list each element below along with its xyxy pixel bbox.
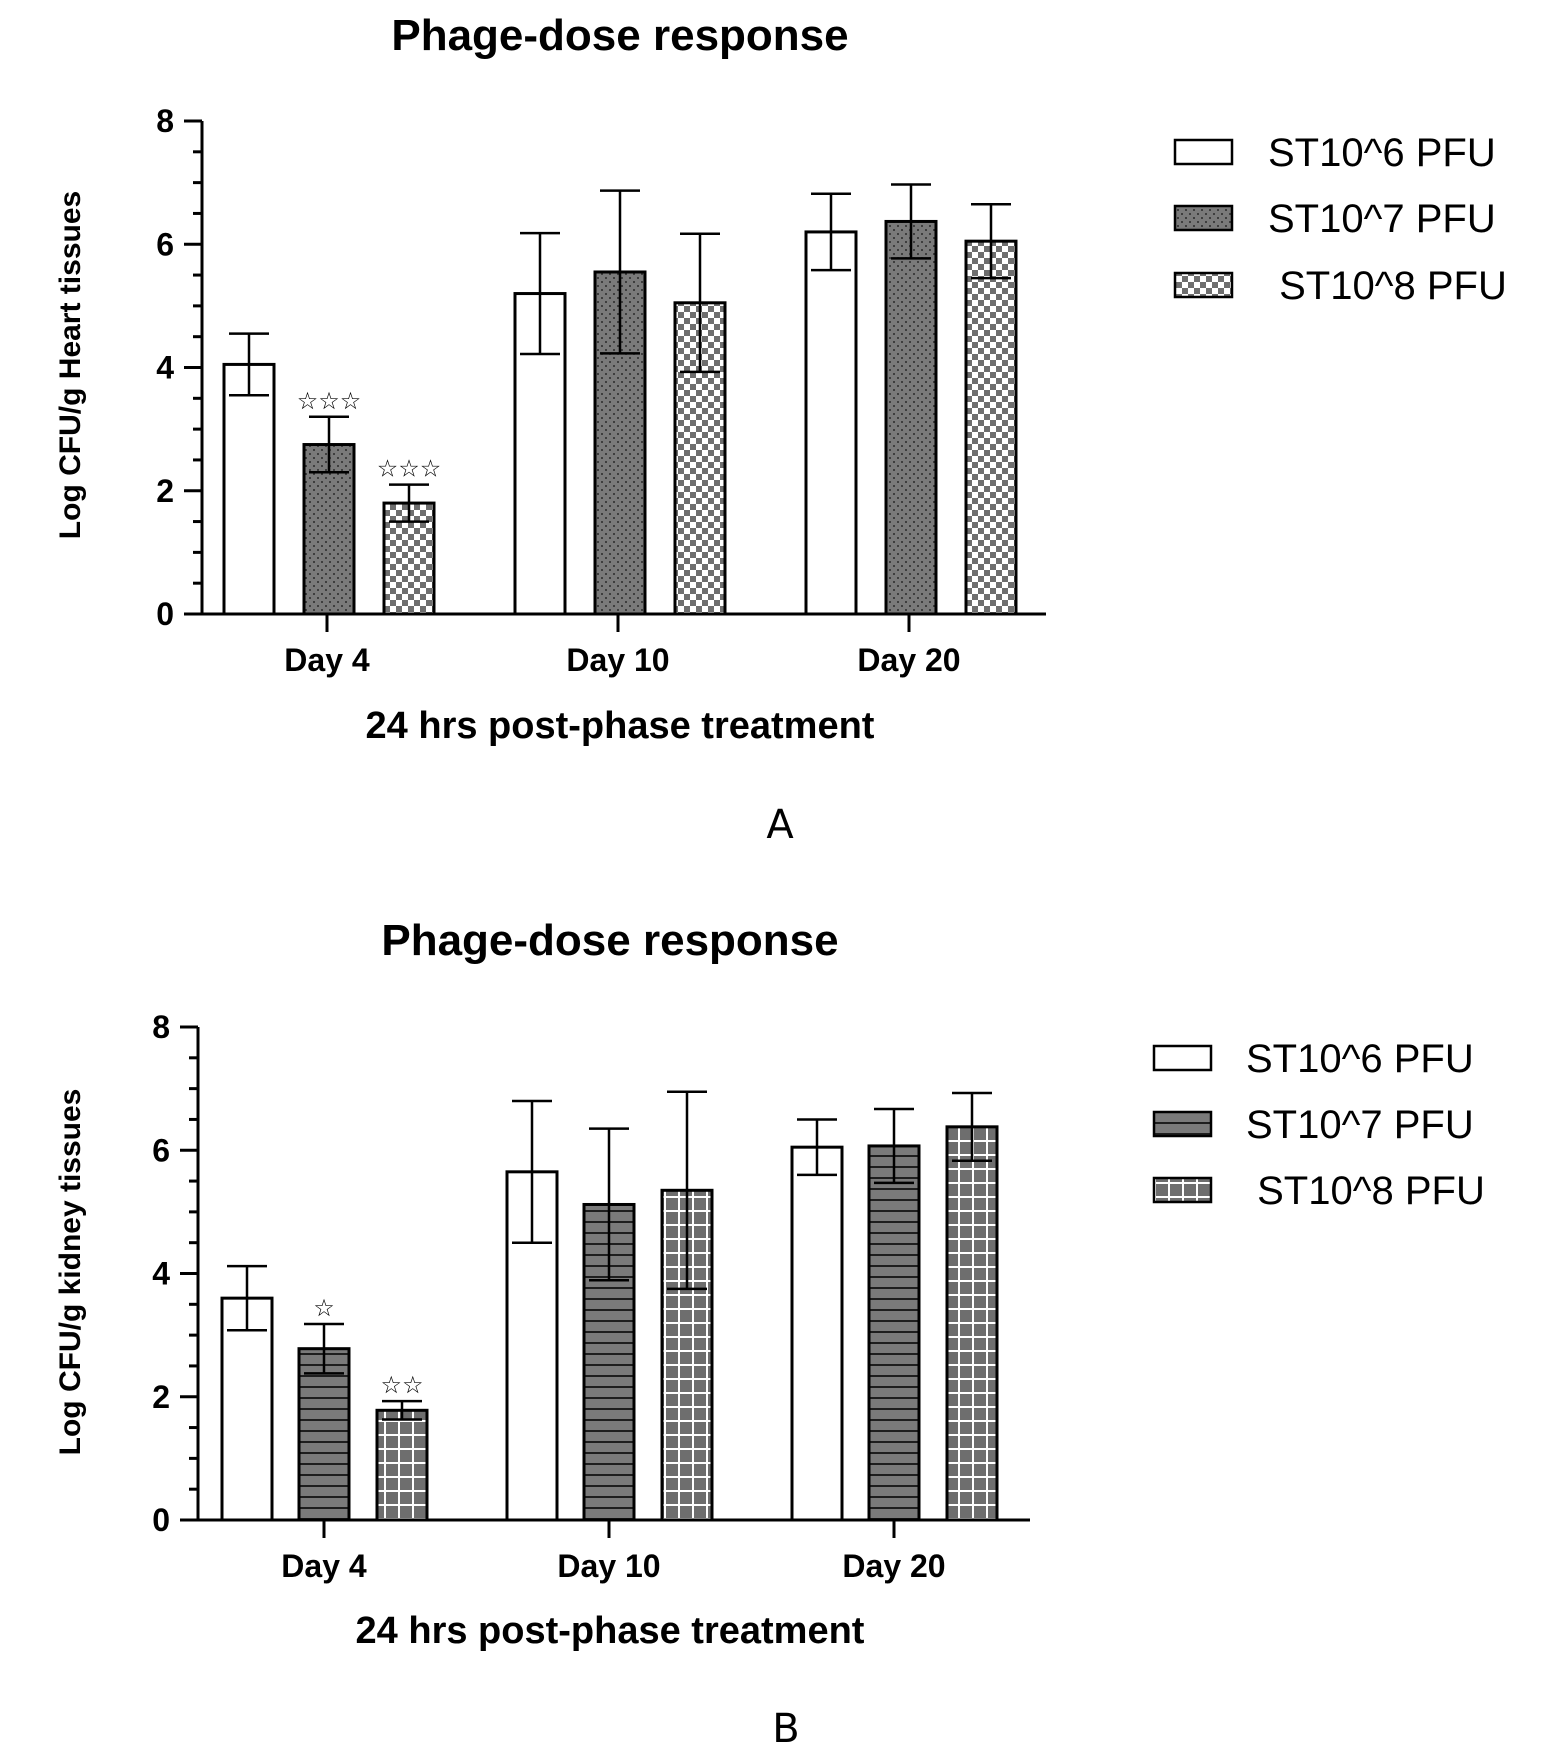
legend-swatch	[1173, 204, 1234, 232]
significance-marker: ☆☆	[380, 1371, 423, 1399]
x-axis-label: 24 hrs post-phase treatment	[356, 1610, 865, 1652]
x-tick-label: Day 10	[566, 642, 669, 678]
legend-label: ST10^7 PFU	[1268, 197, 1496, 241]
y-tick-label: 0	[152, 1502, 170, 1538]
x-tick-label: Day 20	[842, 1548, 945, 1584]
plot-area: ☆☆☆ ☆☆☆ 0 2 4 6 8 Day 4 Day 10 Day 20	[156, 103, 1046, 678]
legend: ST10^6 PFU ST10^7 PFU ST10^8 PFU	[1173, 131, 1507, 308]
legend-label: ST10^7 PFU	[1246, 1103, 1474, 1147]
panel-a: Phage-dose response Log CFU/g Heart tiss…	[54, 11, 1507, 848]
legend-label: ST10^6 PFU	[1246, 1037, 1474, 1081]
panel-label: A	[766, 802, 794, 848]
legend-swatch	[1173, 138, 1234, 166]
x-tick-label: Day 4	[284, 642, 370, 678]
panel-b: Phage-dose response Log CFU/g kidney tis…	[54, 916, 1485, 1746]
legend-swatch	[1173, 271, 1234, 299]
legend-swatch	[1152, 1110, 1213, 1138]
significance-marker: ☆	[313, 1294, 335, 1322]
legend-label: ST10^6 PFU	[1268, 131, 1496, 175]
legend-label: ST10^8 PFU	[1246, 1169, 1485, 1213]
y-tick-label: 8	[156, 103, 174, 139]
y-tick-label: 2	[156, 473, 174, 509]
y-tick-label: 8	[152, 1009, 170, 1045]
y-axis-label: Log CFU/g Heart tissues	[54, 191, 87, 539]
bar	[964, 239, 1018, 616]
bar	[867, 1144, 921, 1522]
y-tick-label: 0	[156, 596, 174, 632]
legend: ST10^6 PFU ST10^7 PFU ST10^8 PFU	[1152, 1037, 1485, 1213]
y-tick-label: 6	[156, 226, 174, 262]
y-tick-label: 2	[152, 1379, 170, 1415]
legend-swatch	[1152, 1044, 1213, 1072]
y-tick-label: 4	[152, 1256, 170, 1292]
panel-label: B	[772, 1706, 799, 1746]
legend-label: ST10^8 PFU	[1268, 264, 1507, 308]
significance-marker: ☆☆☆	[377, 455, 442, 483]
bar	[790, 1145, 844, 1522]
legend-swatch	[1152, 1176, 1213, 1204]
chart-title: Phage-dose response	[391, 11, 848, 60]
bar	[375, 1408, 429, 1522]
bar	[884, 219, 938, 616]
x-axis-label: 24 hrs post-phase treatment	[366, 705, 875, 747]
y-tick-label: 4	[156, 350, 174, 386]
bar	[222, 362, 276, 616]
x-tick-label: Day 20	[857, 642, 960, 678]
significance-marker: ☆☆☆	[297, 387, 362, 415]
bar	[945, 1125, 999, 1522]
y-axis-label: Log CFU/g kidney tissues	[54, 1089, 87, 1456]
x-tick-label: Day 4	[281, 1548, 367, 1584]
y-tick-label: 6	[152, 1132, 170, 1168]
bar	[804, 230, 858, 616]
chart-title: Phage-dose response	[381, 916, 838, 965]
x-tick-label: Day 10	[557, 1548, 660, 1584]
